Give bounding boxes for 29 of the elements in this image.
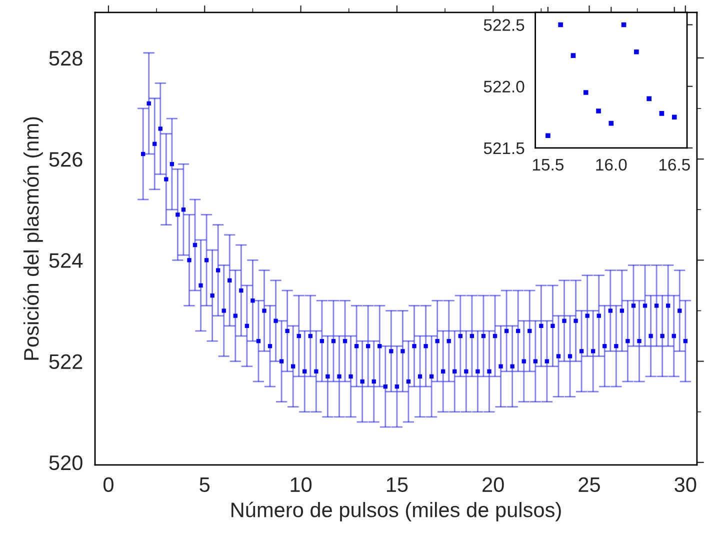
y-tick-label: 526 — [49, 152, 82, 167]
point — [546, 133, 550, 138]
point — [646, 96, 652, 102]
x-tick-label: 15 — [386, 478, 408, 492]
y-tick-label: 522.0 — [484, 80, 524, 93]
x-tick-label: 15.5 — [532, 158, 564, 171]
x-tick-label: 20 — [482, 477, 504, 492]
x-axis-title: Número de pulsos (miles de pulsos) — [232, 502, 561, 522]
point — [570, 53, 576, 58]
x-tick-label: 30 — [674, 477, 696, 492]
y-tick-label: 522 — [49, 354, 82, 370]
point — [634, 49, 639, 54]
x-tick-label: 25 — [578, 477, 600, 492]
point — [659, 111, 664, 116]
x-tick-label: 0 — [103, 477, 114, 492]
point — [596, 108, 601, 114]
point — [583, 90, 588, 95]
y-tick-label: 524 — [49, 253, 83, 268]
y-axis-title: Posición del plasmón (nm) — [23, 117, 43, 360]
x-tick-label: 16.5 — [659, 158, 690, 171]
y-tick-label: 522.5 — [484, 19, 524, 31]
y-tick-label: 528 — [49, 50, 82, 66]
point — [672, 114, 677, 120]
x-tick-label: 5 — [200, 478, 210, 492]
x-tick-label: 16.0 — [596, 158, 627, 171]
x-tick-label: 10 — [290, 477, 312, 492]
y-tick-label: 520 — [49, 455, 82, 470]
y-tick-label: 521.5 — [484, 142, 524, 154]
point — [558, 22, 563, 28]
